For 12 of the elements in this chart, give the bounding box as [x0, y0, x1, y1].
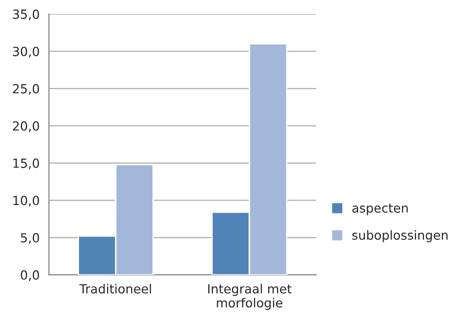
x-tick-label: Traditioneel — [79, 284, 151, 294]
y-tick-label: 25,0 — [12, 84, 40, 95]
y-tick-label: 30,0 — [12, 46, 40, 58]
y-tick-label: 5,0 — [20, 233, 40, 244]
legend-label: aspecten — [352, 204, 408, 216]
y-tick-label: 15,0 — [13, 158, 40, 170]
x-tick-label: Integraal met morfologie — [208, 284, 292, 310]
y-tick-label: 35,0 — [12, 9, 40, 20]
y-tick-label: 0,0 — [20, 270, 40, 282]
y-tick-label: 20,0 — [12, 121, 40, 132]
y-tick-label: 10,0 — [13, 196, 40, 207]
legend-label: suboplossingen — [352, 230, 448, 242]
